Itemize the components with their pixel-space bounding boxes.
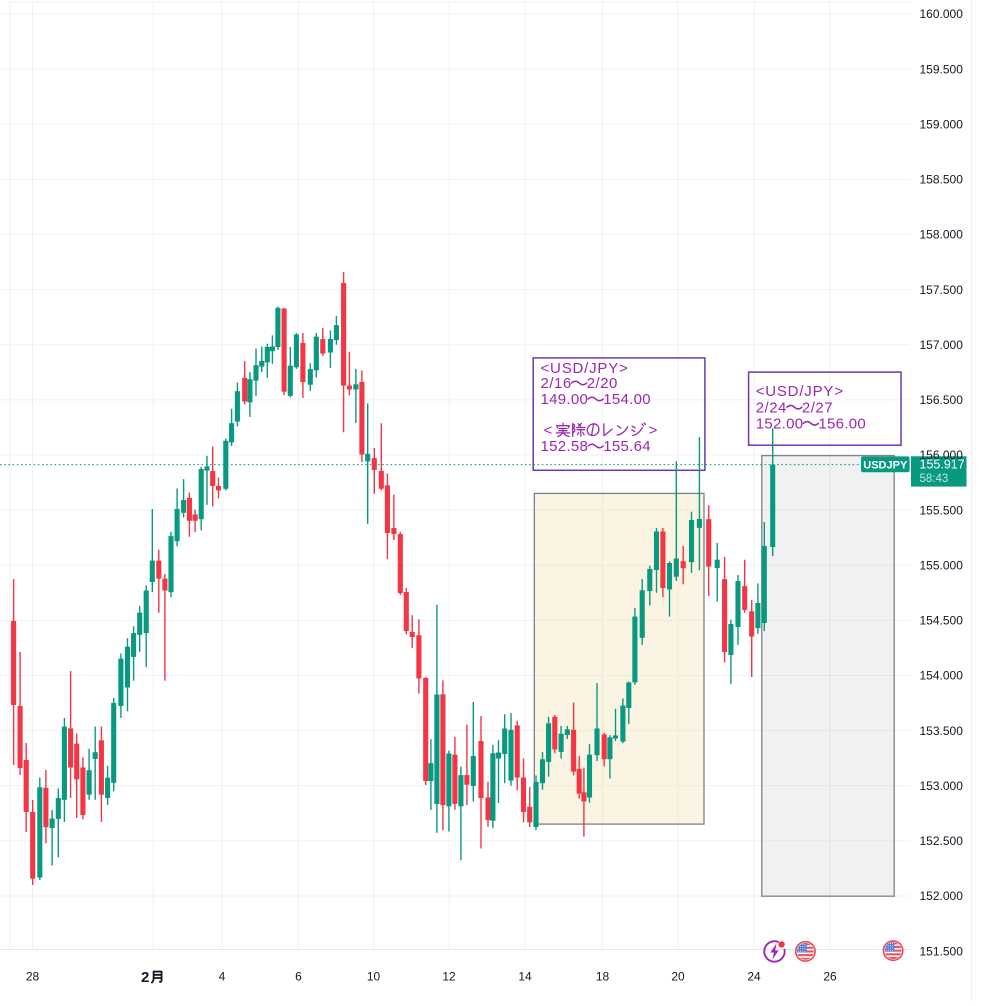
svg-text:USDJPY: USDJPY [863, 460, 908, 472]
svg-text:>: > [649, 422, 658, 439]
svg-text:10: 10 [367, 970, 381, 984]
svg-text:<: < [544, 422, 553, 439]
svg-text:156.000: 156.000 [920, 448, 964, 462]
svg-text:154.000: 154.000 [920, 669, 964, 683]
svg-text:<USD/JPY>: <USD/JPY> [756, 383, 844, 400]
svg-text:159.000: 159.000 [920, 117, 964, 131]
svg-text:2/20: 2/20 [587, 375, 618, 392]
svg-text:6: 6 [295, 970, 302, 984]
svg-text:12: 12 [442, 970, 456, 984]
svg-text:157.500: 157.500 [920, 283, 964, 297]
svg-text:149.00: 149.00 [541, 391, 589, 408]
svg-text:159.500: 159.500 [920, 62, 964, 76]
svg-text:155.000: 155.000 [920, 559, 964, 573]
svg-text:153.500: 153.500 [920, 724, 964, 738]
svg-text:58:43: 58:43 [920, 473, 949, 485]
svg-text:2: 2 [141, 969, 149, 986]
svg-text:26: 26 [823, 970, 837, 984]
svg-text:153.000: 153.000 [920, 779, 964, 793]
svg-text:14: 14 [518, 970, 532, 984]
svg-text:152.500: 152.500 [920, 834, 964, 848]
svg-text:2/24: 2/24 [756, 399, 787, 416]
svg-text:152.58: 152.58 [541, 438, 589, 455]
svg-text:158.500: 158.500 [920, 173, 964, 187]
svg-text:4: 4 [219, 970, 226, 984]
svg-text:152.000: 152.000 [920, 889, 964, 903]
svg-text:152.00: 152.00 [756, 416, 804, 433]
svg-text:155.500: 155.500 [920, 503, 964, 517]
svg-text:160.000: 160.000 [920, 7, 964, 21]
svg-text:20: 20 [671, 970, 685, 984]
svg-text:155.64: 155.64 [603, 438, 651, 455]
svg-text:155.917: 155.917 [920, 457, 965, 471]
svg-text:156.500: 156.500 [920, 393, 964, 407]
svg-text:157.000: 157.000 [920, 338, 964, 352]
svg-text:154.500: 154.500 [920, 614, 964, 628]
svg-text:154.00: 154.00 [603, 391, 651, 408]
svg-text:24: 24 [747, 970, 761, 984]
svg-text:158.000: 158.000 [920, 228, 964, 242]
svg-text:28: 28 [26, 970, 40, 984]
svg-text:2/16: 2/16 [541, 375, 572, 392]
svg-text:18: 18 [596, 970, 610, 984]
svg-text:<USD/JPY>: <USD/JPY> [541, 360, 629, 377]
svg-text:151.500: 151.500 [920, 944, 964, 958]
svg-text:156.00: 156.00 [818, 416, 866, 433]
svg-text:2/27: 2/27 [802, 399, 833, 416]
